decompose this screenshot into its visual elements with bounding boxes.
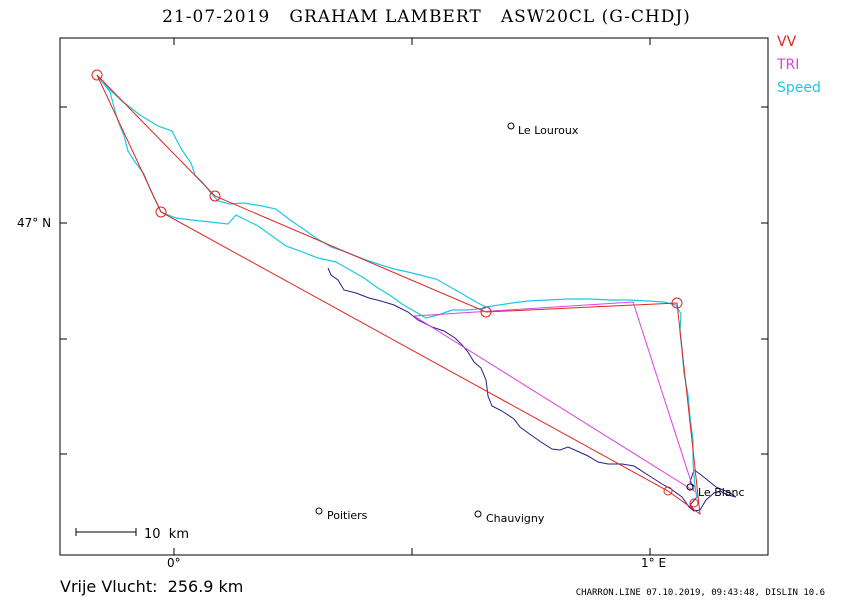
scale-bar	[75, 528, 137, 536]
turnpoint-marker	[689, 498, 699, 508]
turnpoint-marker	[155, 206, 167, 218]
legend-vv: VV	[777, 34, 797, 50]
scale-bar-label: 10 km	[144, 527, 189, 542]
place-marker-poitiers	[315, 507, 323, 515]
place-label-chauvigny: Chauvigny	[486, 512, 545, 525]
tri-route	[413, 301, 695, 493]
place-label-le-louroux: Le Louroux	[518, 124, 579, 137]
turnpoint-marker	[480, 306, 492, 318]
speed-track	[96, 74, 698, 499]
y-tick-label-47n: 47° N	[17, 216, 51, 230]
place-label-le-blanc: Le Blanc	[698, 486, 745, 499]
turnpoint-marker	[209, 190, 221, 202]
legend-tri: TRI	[777, 57, 800, 73]
speed-track-leg2	[96, 74, 487, 319]
map-frame	[59, 37, 769, 556]
free-flight-distance: Vrije Vlucht: 256.9 km	[60, 577, 244, 596]
place-marker-le-blanc	[686, 483, 694, 491]
turnpoints	[91, 69, 699, 508]
x-tick-label-0: 0°	[167, 556, 181, 570]
turnpoint-marker	[671, 297, 683, 309]
place-marker-chauvigny	[474, 510, 482, 518]
legend-speed: Speed	[777, 80, 821, 96]
turnpoint-marker	[663, 486, 673, 496]
map-title: 21-07-2019 GRAHAM LAMBERT ASW20CL (G-CHD…	[162, 7, 691, 27]
place-marker-le-louroux	[507, 122, 515, 130]
file-info: CHARRON.LINE 07.10.2019, 09:43:48, DISLI…	[575, 588, 825, 598]
place-label-poitiers: Poitiers	[327, 509, 368, 522]
axis-ticks	[60, 38, 768, 555]
vv-route	[96, 74, 701, 516]
x-tick-label-1: 1° E	[641, 556, 666, 570]
turnpoint-marker	[91, 69, 103, 81]
flight-track	[327, 267, 737, 512]
